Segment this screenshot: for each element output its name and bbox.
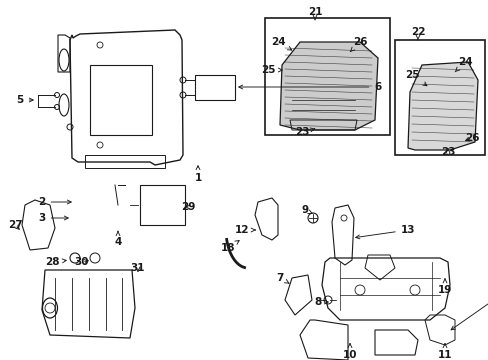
Text: 17: 17	[0, 359, 1, 360]
Text: 13: 13	[355, 225, 414, 239]
Text: 3: 3	[38, 213, 68, 223]
Text: 23: 23	[294, 127, 314, 137]
Text: 30: 30	[75, 257, 89, 267]
Text: 26: 26	[464, 133, 478, 143]
Polygon shape	[280, 42, 377, 130]
Text: 7: 7	[276, 273, 288, 283]
Text: 28: 28	[45, 257, 66, 267]
Text: 29: 29	[181, 202, 195, 212]
Text: 9: 9	[301, 205, 311, 215]
Text: 23: 23	[440, 147, 454, 157]
Text: 26: 26	[349, 37, 366, 52]
Text: 19: 19	[437, 279, 451, 295]
Text: 20: 20	[450, 245, 488, 330]
Text: 8: 8	[314, 297, 327, 307]
Text: 25: 25	[260, 65, 282, 75]
Text: 18: 18	[220, 240, 239, 253]
Text: 31: 31	[130, 263, 145, 273]
Text: 24: 24	[270, 37, 291, 50]
Text: 24: 24	[454, 57, 471, 72]
Text: 11: 11	[437, 344, 451, 360]
Text: 14: 14	[0, 359, 1, 360]
Text: 27: 27	[8, 220, 22, 230]
Text: 5: 5	[16, 95, 33, 105]
Text: 6: 6	[238, 82, 381, 92]
Text: 15: 15	[0, 359, 1, 360]
Polygon shape	[407, 62, 477, 150]
Text: 4: 4	[114, 231, 122, 247]
Text: 16: 16	[0, 359, 1, 360]
Text: 2: 2	[38, 197, 71, 207]
Text: 1: 1	[194, 166, 201, 183]
Text: 21: 21	[307, 7, 322, 20]
Text: 10: 10	[342, 344, 357, 360]
Text: 12: 12	[234, 225, 255, 235]
Text: 22: 22	[410, 27, 425, 40]
Text: 25: 25	[404, 70, 426, 86]
